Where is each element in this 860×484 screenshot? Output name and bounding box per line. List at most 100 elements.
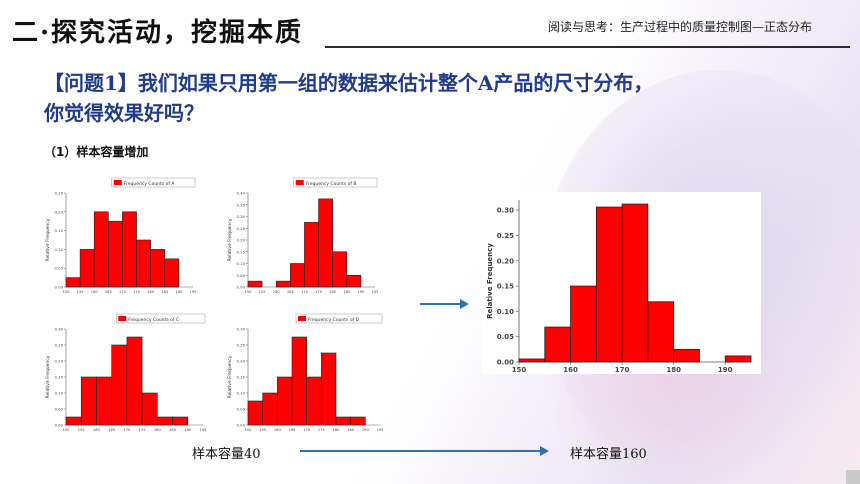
legend-swatch: [295, 180, 304, 185]
histogram-svg: Frequency Counts of A Relative Frequency 0…: [45, 177, 197, 294]
x-tick-label: 155: [78, 428, 85, 432]
y-tick-label: 0.05: [237, 407, 246, 412]
x-tick-label: 195: [377, 428, 384, 432]
histogram-bar: [673, 348, 700, 363]
y-tick-label: 0.10: [55, 247, 64, 252]
y-tick-label: 0.20: [497, 257, 514, 265]
histogram-bar: [724, 355, 752, 363]
histogram-bar: [335, 416, 351, 426]
y-tick-label: 0.15: [497, 283, 514, 291]
y-tick-label: 0.25: [237, 226, 246, 231]
legend-swatch: [113, 180, 122, 185]
histogram-bar: [304, 222, 319, 288]
x-tick-label: 185: [343, 290, 350, 294]
histogram-bar: [306, 376, 322, 426]
x-tick-label: 150: [245, 428, 253, 432]
slide-title: 二·探究活动，挖掘本质: [12, 18, 304, 48]
legend-box: [295, 313, 383, 324]
y-tick-label: 0.10: [55, 391, 64, 396]
histogram-bar: [108, 220, 123, 288]
x-tick-label: 180: [329, 290, 337, 294]
legend-swatch: [298, 316, 306, 321]
x-tick-label: 170: [615, 366, 630, 374]
legend-label: Frequency Counts of A: [124, 181, 176, 187]
histogram-bar: [172, 416, 189, 426]
y-axis-label: Relative Frequency: [227, 355, 233, 398]
subheading: （1）样本容量增加: [44, 145, 149, 159]
y-tick-label: 0.30: [55, 327, 64, 332]
x-tick-label: 150: [63, 428, 71, 432]
y-axis-label: Relative Frequency: [45, 218, 51, 261]
histogram-svg: Frequency Counts of B Relative Frequency 0…: [227, 177, 379, 294]
legend-box: [116, 313, 206, 324]
x-tick-label: 170: [301, 290, 309, 294]
caption-sample-160: 样本容量160: [570, 447, 647, 462]
y-tick-label: 0.25: [237, 343, 246, 348]
histogram-bar: [621, 203, 649, 363]
question-line-1: 【问题1】我们如果只用第一组的数据来估计整个A产品的尺寸分布，: [44, 71, 654, 95]
x-tick-label: 170: [123, 428, 131, 432]
x-tick-label: 190: [357, 290, 365, 294]
x-tick-label: 160: [93, 428, 101, 432]
y-axis-label: Relative Frequency: [227, 218, 233, 261]
y-tick-label: 0.00: [497, 359, 514, 367]
y-tick-label: 0.30: [497, 207, 514, 215]
x-tick-label: 175: [318, 428, 325, 432]
legend-box: [293, 177, 378, 188]
histogram-bar: [65, 277, 81, 288]
histogram-bar: [518, 358, 546, 363]
legend-box: [111, 177, 196, 188]
x-tick-label: 180: [333, 428, 341, 432]
histogram-svg: Frequency Counts of C Relative Frequency 0…: [45, 313, 207, 432]
histogram-bar: [318, 198, 333, 288]
histogram-bar: [247, 400, 263, 426]
histogram-bar: [111, 344, 128, 426]
histogram-bar: [157, 416, 173, 426]
y-tick-label: 0.00: [237, 285, 246, 290]
y-tick-label: 0.25: [55, 191, 64, 196]
x-tick-label: 160: [274, 428, 282, 432]
x-tick-label: 165: [108, 428, 115, 432]
question-text: 【问题1】我们如果只用第一组的数据来估计整个A产品的尺寸分布， 你觉得效果好吗？: [44, 68, 814, 128]
histogram-d: Frequency Counts of D Relative Frequency 0…: [226, 313, 386, 435]
x-tick-label: 175: [133, 290, 140, 294]
legend-label: Frequency Counts of C: [128, 317, 179, 323]
histogram-bar: [647, 301, 675, 363]
x-tick-label: 185: [161, 290, 168, 294]
x-tick-label: 190: [718, 366, 733, 374]
arrow-right-icon: [420, 299, 469, 309]
x-tick-label: 195: [200, 428, 207, 432]
corner-decoration: [846, 470, 860, 484]
x-tick-label: 180: [147, 290, 155, 294]
histogram-bar: [164, 258, 180, 288]
y-tick-label: 0.00: [55, 285, 64, 290]
legend-swatch: [118, 316, 127, 321]
legend-label: Frequency Counts of B: [306, 181, 357, 187]
histogram-bar: [290, 263, 305, 288]
x-tick-label: 165: [105, 290, 112, 294]
x-tick-label: 155: [259, 290, 266, 294]
histogram-svg: Frequency Counts of D Relative Frequency 0…: [227, 313, 384, 432]
x-tick-label: 195: [190, 290, 197, 294]
histogram-combined: Relative Frequency 0.00 0.05 0.10 0.15 0.20 0.…: [481, 192, 761, 374]
y-axis-label: Relative Frequency: [486, 243, 494, 319]
x-tick-label: 185: [347, 428, 354, 432]
y-tick-label: 0.15: [237, 375, 246, 380]
y-tick-label: 0.40: [237, 191, 246, 196]
x-tick-label: 175: [139, 428, 146, 432]
histogram-bar: [122, 211, 137, 288]
histogram-bar: [332, 251, 348, 288]
histogram-bar: [275, 280, 291, 288]
legend-label: Frequency Counts of D: [308, 317, 360, 323]
y-axis-label: Relative Frequency: [45, 355, 51, 398]
histogram-bar: [126, 336, 143, 426]
x-tick-label: 155: [77, 290, 84, 294]
x-tick-label: 195: [372, 290, 379, 294]
y-tick-label: 0.10: [237, 391, 246, 396]
y-tick-label: 0.10: [237, 261, 246, 266]
y-tick-label: 0.20: [237, 359, 246, 364]
x-tick-label: 180: [666, 366, 681, 374]
y-tick-label: 0.35: [237, 202, 246, 207]
histogram-bar: [595, 206, 623, 363]
